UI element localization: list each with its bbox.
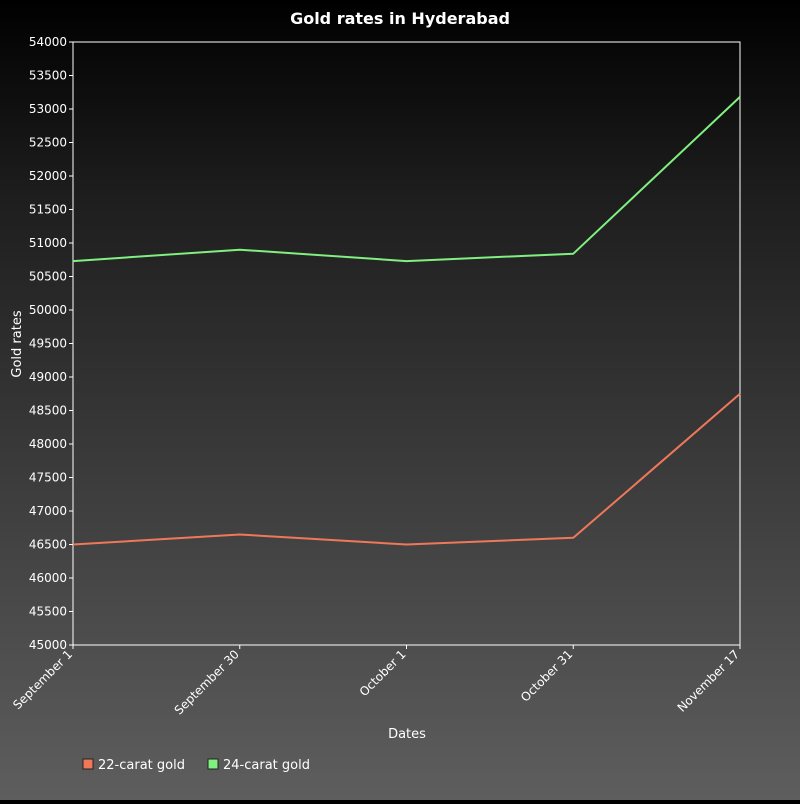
y-tick-label: 47000	[29, 504, 67, 518]
y-tick-label: 46000	[29, 571, 67, 585]
x-tick-label: October 1	[357, 647, 409, 699]
legend-swatch	[207, 758, 219, 770]
legend-item-1: 24-carat gold	[207, 758, 310, 773]
y-tick-label: 45000	[29, 638, 67, 652]
y-tick-label: 49500	[29, 337, 67, 351]
series-line-0	[72, 393, 741, 546]
legend-label: 22-carat gold	[98, 758, 185, 773]
legend: 22-carat gold 24-carat gold	[82, 758, 310, 773]
y-tick-label: 53500	[29, 69, 67, 83]
y-axis-ticks: 45000 45500 46000 46500 47000 47500 48000 48500…	[29, 35, 73, 652]
legend-label: 24-carat gold	[223, 758, 310, 773]
y-tick-label: 51000	[29, 236, 67, 250]
series-lines	[72, 96, 741, 546]
y-axis-label: Gold rates	[10, 310, 25, 377]
x-tick-label: November 17	[675, 647, 743, 715]
x-tick-label: September 30	[172, 647, 242, 717]
x-tick-label: September 1	[10, 647, 75, 712]
y-tick-label: 49000	[29, 370, 67, 384]
y-tick-label: 45500	[29, 605, 67, 619]
legend-swatch	[82, 758, 94, 770]
x-axis-ticks: September 1 September 30 October 1 October …	[10, 645, 742, 718]
y-tick-label: 46500	[29, 538, 67, 552]
y-tick-label: 51500	[29, 203, 67, 217]
y-tick-label: 50500	[29, 270, 67, 284]
y-tick-label: 48000	[29, 437, 67, 451]
plot-area	[72, 41, 741, 646]
y-tick-label: 54000	[29, 35, 67, 49]
x-axis-label: Dates	[388, 727, 426, 742]
x-tick-label: October 31	[518, 647, 575, 704]
chart-title: Gold rates in Hyderabad	[290, 9, 510, 28]
y-tick-label: 52000	[29, 169, 67, 183]
y-tick-label: 53000	[29, 102, 67, 116]
y-tick-label: 52500	[29, 136, 67, 150]
series-line-1	[72, 96, 741, 263]
legend-item-0: 22-carat gold	[82, 758, 185, 773]
y-tick-label: 50000	[29, 303, 67, 317]
y-tick-label: 48500	[29, 404, 67, 418]
y-tick-label: 47500	[29, 471, 67, 485]
